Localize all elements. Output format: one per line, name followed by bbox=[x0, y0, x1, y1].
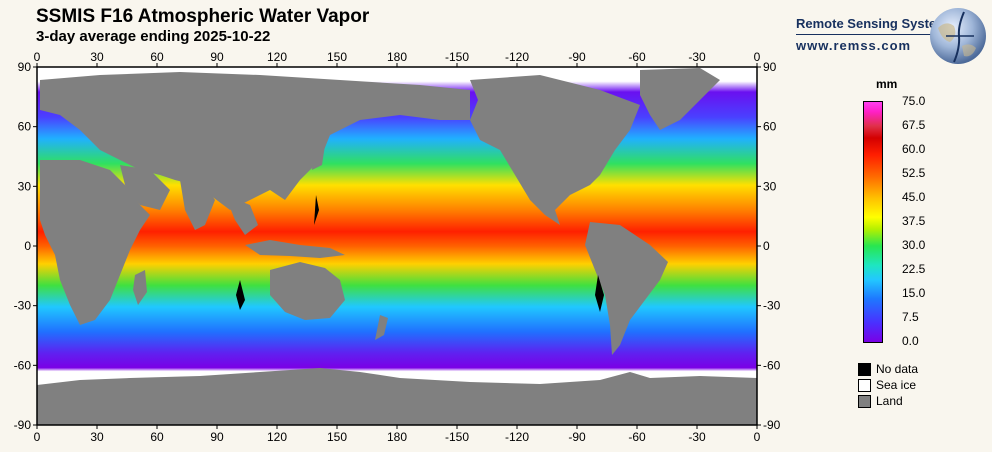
land-africa bbox=[40, 160, 150, 325]
x-tick-label-top: 0 bbox=[754, 50, 761, 64]
x-tick-label-top: -60 bbox=[628, 50, 646, 64]
land-japan bbox=[312, 140, 325, 170]
x-tick-label-top: -120 bbox=[505, 50, 529, 64]
y-ticks-left: 90 60 30 0 -30 -60 -90 bbox=[14, 60, 37, 432]
legend-label: Land bbox=[876, 394, 903, 408]
colorbar bbox=[863, 101, 883, 343]
land-arabia bbox=[120, 165, 170, 210]
x-tick-label-top: 180 bbox=[387, 50, 407, 64]
land-new-zealand bbox=[375, 315, 388, 340]
no-data-swath-1 bbox=[236, 280, 245, 310]
x-tick-label-bottom: 150 bbox=[327, 430, 347, 444]
x-ticks-top: 0 30 60 90 120 150 180 -150 -120 -90 -60 -30 0 bbox=[34, 50, 761, 67]
x-tick-label-bottom: -30 bbox=[688, 430, 706, 444]
y-tick-label-right: 30 bbox=[763, 179, 777, 193]
legend-item: Land bbox=[858, 394, 903, 408]
x-tick-label-top: 30 bbox=[90, 50, 104, 64]
colorbar-tick-label: 22.5 bbox=[902, 262, 926, 276]
y-tick-label-right: 90 bbox=[763, 60, 777, 74]
x-tick-label-top: -150 bbox=[445, 50, 469, 64]
x-tick-label-bottom: 0 bbox=[754, 430, 761, 444]
y-tick-label-right: -30 bbox=[763, 299, 781, 313]
x-tick-label-bottom: 180 bbox=[387, 430, 407, 444]
x-tick-label-top: 90 bbox=[210, 50, 224, 64]
y-tick-label-right: 0 bbox=[763, 239, 770, 253]
colorbar-tick-label: 45.0 bbox=[902, 190, 926, 204]
land-antarctica bbox=[37, 368, 757, 425]
x-tick-label-top: 0 bbox=[34, 50, 41, 64]
brand-url[interactable]: www.remss.com bbox=[796, 38, 912, 53]
y-tick-label-left: -90 bbox=[14, 418, 32, 432]
x-tick-label-bottom: 90 bbox=[210, 430, 224, 444]
x-tick-label-top: 60 bbox=[150, 50, 164, 64]
x-tick-label-top: 150 bbox=[327, 50, 347, 64]
colorbar-tick-label: 30.0 bbox=[902, 238, 926, 252]
x-tick-label-bottom: -150 bbox=[445, 430, 469, 444]
y-tick-label-left: 0 bbox=[24, 239, 31, 253]
page-title: SSMIS F16 Atmospheric Water Vapor bbox=[36, 6, 370, 27]
land-india bbox=[180, 180, 215, 230]
colorbar-tick-label: 7.5 bbox=[902, 310, 919, 324]
colorbar-tick-label: 60.0 bbox=[902, 142, 926, 156]
colorbar-unit: mm bbox=[876, 77, 898, 91]
x-tick-label-bottom: 60 bbox=[150, 430, 164, 444]
x-tick-label-top: 120 bbox=[267, 50, 287, 64]
land-south-america bbox=[585, 222, 668, 355]
land-southeast-asia bbox=[225, 195, 258, 235]
land-eurasia bbox=[40, 72, 470, 210]
x-tick-label-bottom: -60 bbox=[628, 430, 646, 444]
land-australia bbox=[270, 262, 345, 320]
colorbar-tick-label: 75.0 bbox=[902, 94, 926, 108]
colorbar-tick-label: 52.5 bbox=[902, 166, 926, 180]
x-tick-label-top: -90 bbox=[568, 50, 586, 64]
legend-swatch bbox=[858, 394, 871, 408]
legend-item: No data bbox=[858, 362, 918, 376]
x-tick-label-bottom: -90 bbox=[568, 430, 586, 444]
y-tick-label-left: 90 bbox=[18, 60, 32, 74]
y-tick-label-left: -30 bbox=[14, 299, 32, 313]
colorbar-tick-label: 15.0 bbox=[902, 286, 926, 300]
brand-name: Remote Sensing Systems bbox=[796, 16, 955, 31]
legend-swatch bbox=[858, 378, 871, 392]
y-tick-label-left: 60 bbox=[18, 120, 32, 134]
land-greenland bbox=[640, 68, 720, 130]
y-tick-label-right: -90 bbox=[763, 418, 781, 432]
no-data-swath-2 bbox=[595, 275, 604, 312]
land-madagascar bbox=[133, 270, 147, 305]
no-data-swath-3 bbox=[314, 195, 319, 225]
land-indonesia bbox=[245, 240, 345, 258]
page-subtitle: 3-day average ending 2025-10-22 bbox=[36, 28, 271, 45]
colorbar-tick-label: 67.5 bbox=[902, 118, 926, 132]
x-tick-label-top: -30 bbox=[688, 50, 706, 64]
x-tick-label-bottom: 120 bbox=[267, 430, 287, 444]
y-tick-label-left: 30 bbox=[18, 179, 32, 193]
legend-item: Sea ice bbox=[858, 378, 916, 392]
globe-logo-icon bbox=[930, 8, 986, 64]
colorbar-tick-label: 37.5 bbox=[902, 214, 926, 228]
legend-label: No data bbox=[876, 362, 919, 376]
legend-label: Sea ice bbox=[876, 378, 917, 392]
land-north-america bbox=[470, 75, 640, 225]
x-tick-label-bottom: -120 bbox=[505, 430, 529, 444]
legend-swatch bbox=[858, 362, 871, 376]
y-ticks-right: 90 60 30 0 -30 -60 -90 bbox=[757, 60, 781, 432]
colorbar-tick-label: 0.0 bbox=[902, 334, 919, 348]
x-tick-label-bottom: 0 bbox=[34, 430, 41, 444]
x-ticks-bottom: 0 30 60 90 120 150 180 -150 -120 -90 -60 -30 0 bbox=[34, 425, 761, 444]
y-tick-label-right: -60 bbox=[763, 358, 781, 372]
brand-divider bbox=[796, 34, 946, 35]
x-tick-label-bottom: 30 bbox=[90, 430, 104, 444]
y-tick-label-left: -60 bbox=[14, 358, 32, 372]
y-tick-label-right: 60 bbox=[763, 120, 777, 134]
